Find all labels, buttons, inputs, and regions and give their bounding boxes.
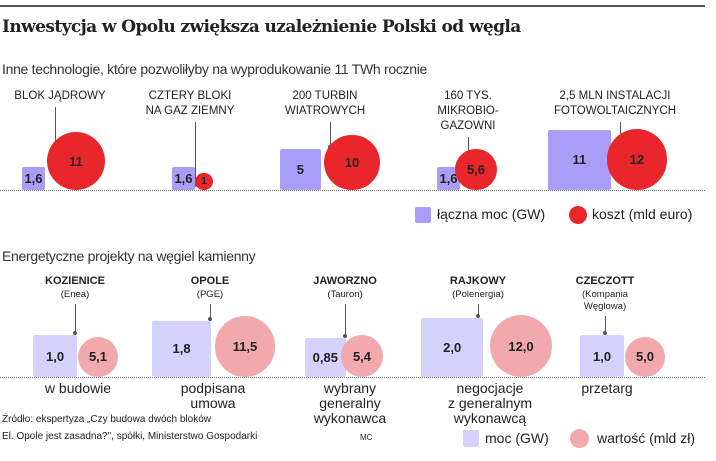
value-circle: 11,5 [214, 316, 276, 377]
item-label: 160 TYS. MIKROBIO- GAZOWNI [437, 89, 498, 134]
status-line: wykonawcą [453, 410, 527, 426]
label-line: WIATROWYCH [284, 105, 366, 117]
cost-circle: 11 [47, 132, 105, 190]
baseline-1 [0, 190, 705, 191]
item-label: RAJKOWY (Polenergia) [450, 274, 506, 301]
author: MC [360, 433, 373, 442]
status-line: przetarg [581, 380, 633, 396]
label-line: FOTOWOLTAICZNYCH [553, 105, 677, 117]
company-line: Węglowa) [583, 301, 627, 312]
label-line: 200 TURBIN [292, 90, 358, 102]
power-square: 1,0 [33, 335, 78, 377]
leader-line [193, 122, 197, 186]
top-rule [0, 5, 705, 7]
cost-circle: 1 [195, 172, 213, 190]
power-square: 1,6 [172, 167, 195, 190]
label-name: CZECZOTT [575, 275, 635, 287]
leader-line [343, 304, 347, 339]
cost-circle: 10 [324, 134, 380, 190]
label-line: BLOK JĄDROWY [14, 90, 106, 102]
label-line: MIKROBIO- [437, 105, 499, 117]
cost-circle: 12 [606, 129, 668, 190]
label-name: RAJKOWY [449, 275, 507, 287]
status-text: w budowie [45, 381, 111, 396]
label-line: 160 TYS. [444, 90, 492, 102]
item-label: OPOLE (PGE) [191, 274, 230, 301]
section1-title: Inne technologie, które pozwoliłyby na w… [2, 61, 427, 77]
item-label: JAWORZNO (Tauron) [313, 274, 377, 301]
power-square: 1,6 [437, 167, 460, 190]
status-line: negocjacje [456, 380, 524, 396]
section2-title: Energetyczne projekty na węgiel kamienny [2, 248, 256, 264]
label-line: GAZOWNI [440, 120, 496, 132]
power-square: 1,0 [580, 335, 625, 377]
status-text: negocjacje z generalnym wykonawcą [448, 381, 532, 426]
power-square: 5 [280, 149, 321, 190]
power-square: 2,0 [421, 317, 484, 377]
label-name: JAWORZNO [313, 275, 377, 287]
power-square: 11 [548, 129, 611, 190]
label-line: CZTERY BLOKI [148, 90, 232, 102]
label-name: KOZIENICE [45, 275, 105, 287]
legend-square-icon [463, 430, 479, 447]
value-circle: 5,4 [341, 335, 383, 377]
page-title: Inwestycja w Opolu zwiększa uzależnienie… [2, 17, 521, 37]
power-square: 0,85 [305, 338, 346, 377]
legend-power: łączna moc (GW) [437, 206, 546, 222]
company-line: (Tauron) [327, 289, 363, 300]
status-text: wybrany generalny wykonawca [314, 381, 386, 426]
source-line-1: Źródło: ekspertyza „Czy budowa dwóch blo… [2, 414, 211, 425]
baseline-2 [0, 377, 705, 378]
leader-line [603, 316, 607, 335]
label-line: 2,5 MLN INSTALACJI [559, 90, 671, 102]
leader-line [476, 304, 480, 318]
status-text: przetarg [581, 381, 632, 396]
status-line: wykonawca [313, 410, 387, 426]
leader-line [208, 304, 212, 321]
company-line: (Enea) [60, 289, 90, 300]
item-label: BLOK JĄDROWY [14, 89, 105, 104]
item-label: 200 TURBIN WIATROWYCH [285, 89, 365, 119]
value-circle: 5,0 [624, 336, 665, 377]
status-line: generalny [319, 395, 381, 411]
legend-circle-icon [570, 429, 589, 448]
legend-cost: koszt (mld euro) [592, 206, 693, 222]
legend-value: wartość (mld zł) [597, 430, 696, 446]
power-square: 1,6 [22, 167, 45, 190]
legend-circle-icon [569, 206, 587, 224]
label-name: OPOLE [190, 275, 230, 287]
label-line: NA GAZ ZIEMNY [145, 105, 235, 117]
status-line: wybrany [323, 380, 377, 396]
source-line-2: El. Opole jest zasadna?", spółki, Minist… [2, 431, 258, 442]
cost-circle: 5,6 [455, 148, 497, 190]
status-line: w budowie [44, 380, 112, 396]
status-line: z generalnym [447, 395, 533, 411]
item-label: KOZIENICE (Enea) [45, 274, 105, 301]
power-square: 1,8 [152, 320, 212, 377]
legend-power: moc (GW) [485, 430, 549, 446]
item-label: CZECZOTT (Kompania Węglowa) [576, 274, 635, 313]
item-label: 2,5 MLN INSTALACJI FOTOWOLTAICZNYCH [554, 89, 676, 119]
status-text: podpisana umowa [181, 381, 246, 411]
company-line: (PGE) [196, 289, 224, 300]
value-circle: 12,0 [490, 315, 552, 377]
item-label: CZTERY BLOKI NA GAZ ZIEMNY [146, 89, 235, 119]
company-line: (Kompania [582, 289, 628, 300]
value-circle: 5,1 [77, 336, 119, 377]
legend-square-icon [415, 207, 431, 223]
leader-line [73, 304, 77, 335]
status-line: podpisana [180, 380, 246, 396]
status-line: umowa [190, 395, 236, 411]
company-line: (Polenergia) [452, 289, 504, 300]
